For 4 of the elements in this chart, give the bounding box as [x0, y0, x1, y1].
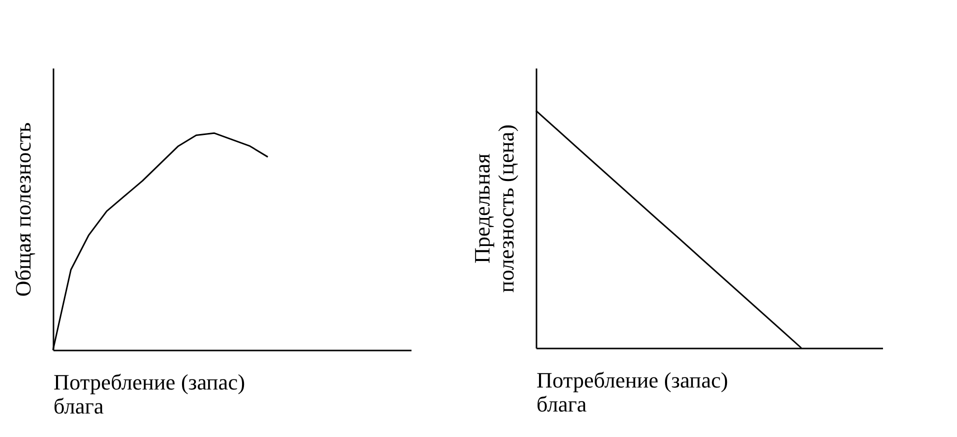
y-axis-title: Предельная полезность (цена)	[470, 124, 518, 293]
x-axis-title: Потребление (запас) блага	[536, 368, 728, 416]
y-axis-title: Общая полезность	[10, 122, 36, 297]
x-axis-title: Потребление (запас) блага	[54, 370, 246, 418]
